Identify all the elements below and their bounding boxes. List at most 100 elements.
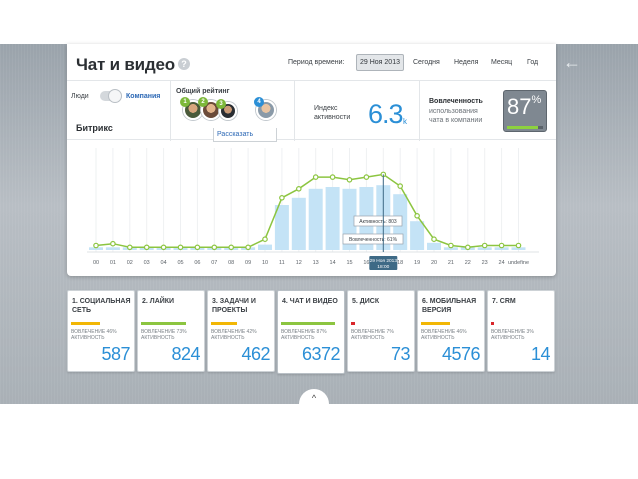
tool-card[interactable]: 2. ЛАЙКИ ВОВЛЕЧЕНИЕ 73% АКТИВНОСТЬ 824 [137, 290, 205, 372]
card-activity-label: АКТИВНОСТЬ [281, 335, 315, 341]
period-month[interactable]: Месяц [491, 59, 513, 66]
chart-point[interactable] [110, 240, 116, 247]
index-label: Индекс активности [314, 104, 350, 122]
chart-point[interactable] [346, 176, 353, 183]
card-title: 6. МОБИЛЬНАЯ ВЕРСИЯ [422, 298, 477, 314]
summary-row: Люди Компания Битрикс Общий рейтинг 1 2 … [67, 80, 556, 141]
card-engagement: ВОВЛЕЧЕНИЕ 7% [351, 329, 394, 335]
dashboard-stage: ← Чат и видео ? Период времени: 29 Ноя 2… [0, 44, 638, 404]
chart-point[interactable] [296, 185, 302, 192]
period-today[interactable]: Сегодня [413, 59, 440, 66]
chart-point[interactable] [397, 183, 404, 189]
tool-card[interactable]: 1. СОЦИАЛЬНАЯ СЕТЬ ВОВЛЕЧЕНИЕ 46% АКТИВНОС… [67, 290, 135, 372]
card-engagement: ВОВЛЕЧЕНИЕ 87% [281, 329, 327, 335]
chart-point[interactable] [363, 174, 370, 180]
chart-point[interactable] [262, 236, 268, 243]
period-year[interactable]: Год [527, 59, 539, 66]
x-tick-label: 21 [448, 260, 454, 266]
toggle-knob[interactable] [108, 89, 122, 103]
x-tick-label: 09 [245, 260, 251, 266]
tell-link[interactable]: Рассказать [213, 128, 277, 142]
card-title: 4. ЧАТ И ВИДЕО [282, 298, 338, 305]
chart-bar[interactable] [511, 247, 526, 250]
chart-bar[interactable] [291, 197, 306, 250]
help-icon[interactable]: ? [178, 58, 190, 70]
chart-point[interactable] [312, 174, 319, 180]
activity-chart[interactable]: 0001020304050607080910111213141516171819… [67, 140, 556, 276]
chevron-up-icon[interactable]: ^ [299, 389, 329, 404]
chart-bar[interactable] [308, 188, 323, 250]
card-activity-label: АКТИВНОСТЬ [71, 335, 105, 341]
main-panel: Чат и видео ? Период времени: 29 Ноя 201… [67, 44, 556, 276]
card-engagement: ВОВЛЕЧЕНИЕ 73% [141, 329, 187, 335]
x-tick-label: 14 [330, 260, 336, 266]
chart-bar[interactable] [443, 247, 458, 250]
chart-bar[interactable] [477, 247, 492, 250]
chart-point[interactable] [228, 244, 235, 251]
chart-point[interactable] [431, 236, 437, 243]
tooltip-engagement: Вовлеченность: 61% [349, 237, 398, 243]
chart-bar[interactable] [494, 247, 509, 250]
x-tick-label: 19 [414, 260, 420, 266]
engagement-title: Вовлеченность [429, 98, 483, 105]
chart-point[interactable] [160, 244, 167, 251]
tool-card[interactable]: 5. ДИСК ВОВЛЕЧЕНИЕ 7% АКТИВНОСТЬ 73 [347, 290, 415, 372]
people-label[interactable]: Люди [71, 93, 89, 100]
tool-card[interactable]: 7. CRM ВОВЛЕЧЕНИЕ 3% АКТИВНОСТЬ 14 [487, 290, 555, 372]
chart-point[interactable] [329, 174, 336, 180]
chart-point[interactable] [464, 244, 471, 251]
tool-card[interactable]: 6. МОБИЛЬНАЯ ВЕРСИЯ ВОВЛЕЧЕНИЕ 46% АКТИВНО… [417, 290, 485, 372]
arrow-left-icon[interactable]: ← [563, 52, 581, 72]
card-activity-label: АКТИВНОСТЬ [211, 335, 245, 341]
chart-point[interactable] [515, 242, 522, 249]
chart-point[interactable] [498, 242, 505, 249]
engagement-value: 87% [507, 94, 541, 120]
x-tick-label: 07 [211, 260, 217, 266]
chart-point[interactable] [177, 244, 184, 251]
chart-bar[interactable] [274, 205, 289, 250]
card-activity-label: АКТИВНОСТЬ [491, 335, 525, 341]
card-title: 5. ДИСК [352, 298, 380, 305]
chart-bar[interactable] [427, 242, 441, 250]
hover-date: 29 Ноя 2013 [370, 258, 398, 264]
chart-point[interactable] [143, 244, 150, 251]
chart-point[interactable] [93, 242, 99, 249]
chart-point[interactable] [211, 244, 218, 251]
engagement-number: 87 [507, 94, 532, 119]
tooltip-engagement-box [342, 233, 404, 245]
x-tick-label: 10 [262, 260, 268, 266]
rank-badge: 3 [216, 99, 226, 109]
x-tick-label: 24 [499, 260, 505, 266]
date-picker-button[interactable]: 29 Ноя 2013 [356, 54, 404, 71]
chart-point[interactable] [279, 194, 285, 201]
chart-point[interactable] [126, 244, 133, 251]
hover-time: 18:00 [377, 264, 389, 270]
x-tick-label: undefine [508, 260, 529, 266]
card-engagement-bar [71, 322, 100, 325]
card-activity-value: 462 [241, 344, 270, 364]
company-label[interactable]: Компания [126, 93, 161, 100]
chart-point[interactable] [245, 244, 251, 251]
chart-bar[interactable] [410, 221, 425, 250]
tool-card[interactable]: 3. ЗАДАЧИ И ПРОЕКТЫ ВОВЛЕЧЕНИЕ 42% АКТИВНО… [207, 290, 275, 372]
chart-bar[interactable] [325, 187, 340, 250]
card-engagement: ВОВЛЕЧЕНИЕ 46% [421, 329, 467, 335]
x-tick-label: 22 [465, 260, 471, 266]
chart-point[interactable] [194, 244, 201, 251]
engagement-box [503, 90, 547, 132]
card-engagement-bar [491, 322, 494, 325]
tool-card[interactable]: 4. ЧАТ И ВИДЕО ВОВЛЕЧЕНИЕ 87% АКТИВНОСТЬ 63… [277, 290, 345, 374]
chart-bar[interactable] [89, 247, 103, 250]
chart-point[interactable] [448, 242, 454, 249]
chart-point[interactable] [481, 242, 488, 249]
card-activity-value: 824 [171, 344, 200, 364]
engagement-subtitle: использования чата в компании [429, 107, 482, 125]
period-week[interactable]: Неделя [454, 59, 479, 66]
chart-bar[interactable] [258, 244, 272, 250]
rating-label: Общий рейтинг [176, 88, 230, 95]
chart-point[interactable] [414, 213, 420, 219]
x-tick-label: 20 [431, 260, 437, 266]
x-tick-label: 11 [279, 260, 285, 266]
chart-bar[interactable] [105, 247, 120, 250]
index-label-line2: активности [314, 114, 351, 121]
